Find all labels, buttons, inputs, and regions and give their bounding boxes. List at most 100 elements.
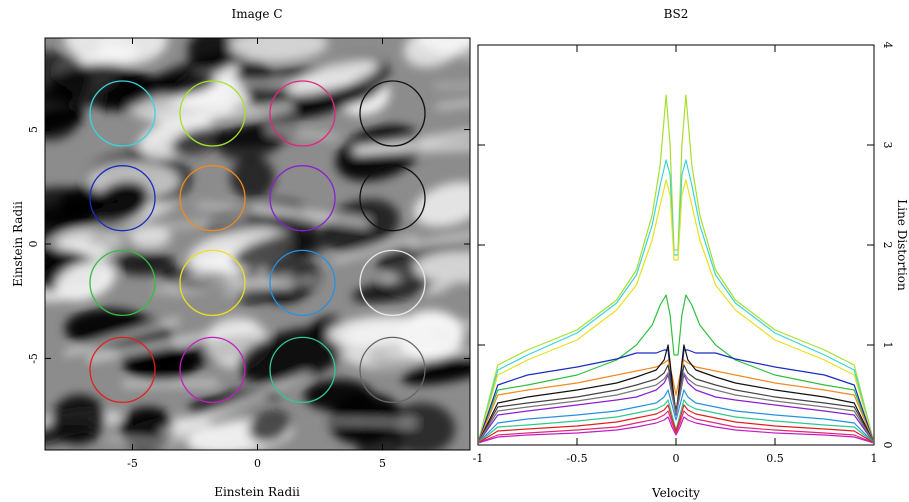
right-ylabel: Line Distortion xyxy=(895,199,909,291)
caustic-line xyxy=(352,130,470,154)
right-x-tick-label: 1 xyxy=(871,452,878,465)
left-y-tick-label: 5 xyxy=(27,126,40,133)
texture-blob xyxy=(388,402,456,450)
source-circle xyxy=(359,80,426,147)
left-x-tick-label: 5 xyxy=(379,457,386,470)
source-circle xyxy=(179,80,246,147)
left-panel: Image C -5 0 5 -5 0 5 Einstein Radii Einstein… xyxy=(11,7,471,499)
source-circle xyxy=(269,336,336,404)
texture-blob xyxy=(237,327,348,384)
source-circle xyxy=(269,249,336,317)
left-y-tick-label: -5 xyxy=(27,353,40,364)
series-line xyxy=(478,372,874,444)
texture-blob xyxy=(233,232,328,269)
texture-blob xyxy=(154,72,216,97)
series-line xyxy=(478,389,874,444)
source-circle xyxy=(89,80,156,147)
caustic-line xyxy=(224,278,314,296)
left-x-tick-label: 0 xyxy=(254,457,261,470)
left-xlabel: Einstein Radii xyxy=(214,485,300,499)
caustic-line xyxy=(153,260,226,295)
source-circle xyxy=(89,165,156,232)
texture-blob xyxy=(171,127,225,156)
texture-blob xyxy=(321,199,400,253)
source-circle xyxy=(179,249,246,317)
source-circle xyxy=(179,336,246,404)
texture-blob xyxy=(229,38,328,62)
left-title: Image C xyxy=(231,7,282,21)
source-circle xyxy=(89,249,156,317)
right-title: BS2 xyxy=(664,7,689,21)
series-line xyxy=(478,404,874,444)
caustic-line xyxy=(420,316,470,326)
left-x-tick-label: -5 xyxy=(127,457,138,470)
texture-blob xyxy=(357,428,403,450)
caustic-line xyxy=(86,324,256,362)
caustic-line xyxy=(385,350,470,354)
series-line xyxy=(478,94,874,444)
right-y-tick-label: 2 xyxy=(881,242,894,249)
caustic-line xyxy=(106,437,177,445)
source-circle xyxy=(89,336,156,404)
series-line xyxy=(478,410,874,444)
right-x-tick-label: 0.5 xyxy=(766,452,784,465)
texture-blob xyxy=(217,122,285,161)
caustic-line xyxy=(332,235,418,264)
texture-blob xyxy=(50,63,154,111)
texture-blob xyxy=(55,261,116,301)
texture-blob xyxy=(413,181,470,227)
caustic-line xyxy=(408,232,470,249)
texture-blob xyxy=(187,38,234,74)
right-x-tick-label: 0 xyxy=(673,452,680,465)
source-circle xyxy=(359,249,426,317)
texture-blob xyxy=(418,38,470,54)
right-y-tick-label: 3 xyxy=(881,142,894,149)
texture-blob xyxy=(304,379,374,412)
series-line xyxy=(478,359,874,444)
texture-blob xyxy=(248,410,291,443)
texture-blob xyxy=(230,156,275,200)
source-circle xyxy=(269,165,336,232)
caustic-line xyxy=(440,50,470,58)
caustic-line xyxy=(108,216,247,236)
caustic-line xyxy=(332,419,415,424)
caustic-line xyxy=(167,274,293,295)
texture-blob xyxy=(414,250,470,283)
series-line xyxy=(478,364,874,444)
caustic-line xyxy=(122,381,218,387)
right-x-tick-label: -0.5 xyxy=(566,452,587,465)
series-line xyxy=(478,416,874,444)
texture-blob xyxy=(287,59,379,96)
right-y-tick-label: 1 xyxy=(881,342,894,349)
right-y-tick-label: 0 xyxy=(881,442,894,449)
right-y-tick-label: 4 xyxy=(881,42,894,49)
source-circle xyxy=(359,336,426,404)
left-ylabel: Einstein Radii xyxy=(11,201,25,287)
series-line xyxy=(478,294,874,444)
caustic-line xyxy=(193,103,294,122)
source-circle xyxy=(179,165,246,232)
right-x-tick-label: -1 xyxy=(473,452,484,465)
texture-blob xyxy=(45,421,93,445)
texture-blob xyxy=(401,349,470,385)
source-circle xyxy=(359,165,426,232)
source-circle xyxy=(269,80,336,147)
caustic-line xyxy=(168,372,310,432)
texture-blob xyxy=(45,107,89,137)
caustic-line xyxy=(355,143,470,155)
caustic-line xyxy=(434,84,470,88)
caustic-line xyxy=(436,100,470,109)
caustic-line xyxy=(223,77,353,88)
texture-blob xyxy=(351,279,431,303)
magnification-map xyxy=(45,38,470,450)
texture-blob xyxy=(93,181,150,223)
series-line xyxy=(478,159,874,444)
caustic-line xyxy=(455,38,470,43)
texture-blob xyxy=(45,202,90,245)
caustic-line xyxy=(159,395,269,436)
left-y-tick-label: 0 xyxy=(27,241,40,248)
right-xlabel: Velocity xyxy=(651,486,700,500)
texture-blob xyxy=(112,251,176,276)
